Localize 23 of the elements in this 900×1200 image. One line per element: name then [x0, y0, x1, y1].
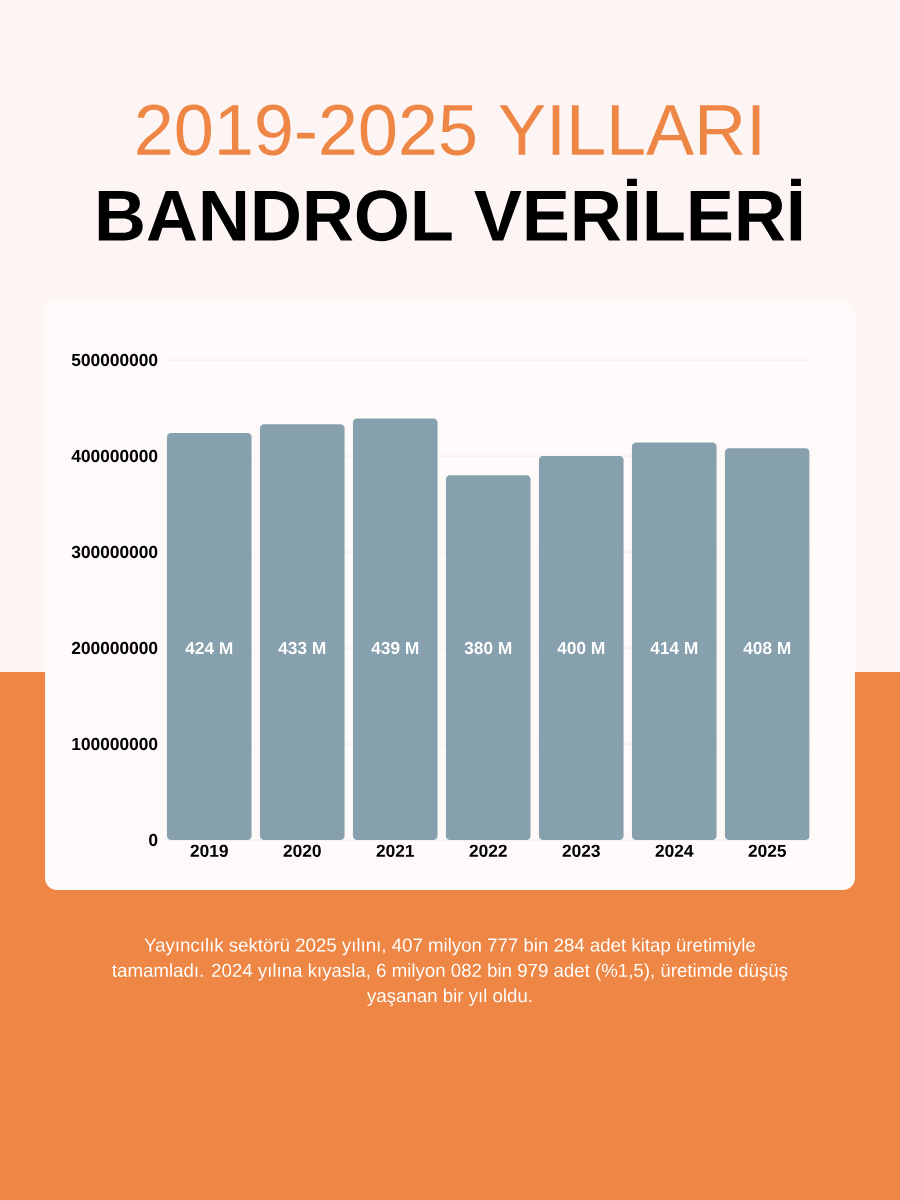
data-label: 380 M [464, 641, 512, 655]
chart-subtitle: BANDROL VERİLERİ [98, 178, 802, 242]
data-label: 424 M [185, 641, 233, 655]
data-label: 439 M [371, 641, 419, 655]
data-label: 414 M [650, 642, 698, 654]
y-tick-label: 200000000 [71, 641, 158, 655]
data-label: 408 M [743, 641, 791, 655]
x-tick-label: 2021 [376, 844, 415, 857]
text: Yayıncılık sektörü 2025 yılını, 407 milyon 777 bin 284 adet kitap üretimiyle tamamladı. 2024 yılına kıyasla, 6 milyon 082 bin 979 adet (%1,5), üretimde düşüş yaşanan bir yıl oldu. [112, 937, 788, 1007]
x-tick-label: 2024 [655, 844, 694, 857]
x-tick-label: 2019 [190, 844, 228, 857]
x-tick-label: 2025 [748, 844, 787, 857]
y-tick-label: 100000000 [72, 737, 158, 751]
y-tick-label: 500000000 [71, 353, 158, 367]
x-tick-label: 2022 [469, 844, 507, 857]
x-tick-label: 2020 [283, 844, 321, 857]
data-label: 433 M [278, 641, 326, 655]
chart-title: 2019-2025 YILLARI [137, 104, 760, 156]
y-tick-label: 400000000 [71, 449, 158, 463]
y-tick-label: 0 [149, 833, 158, 847]
y-tick-label: 300000000 [71, 545, 158, 559]
x-tick-label: 2023 [562, 844, 600, 858]
data-label: 400 M [557, 641, 605, 655]
